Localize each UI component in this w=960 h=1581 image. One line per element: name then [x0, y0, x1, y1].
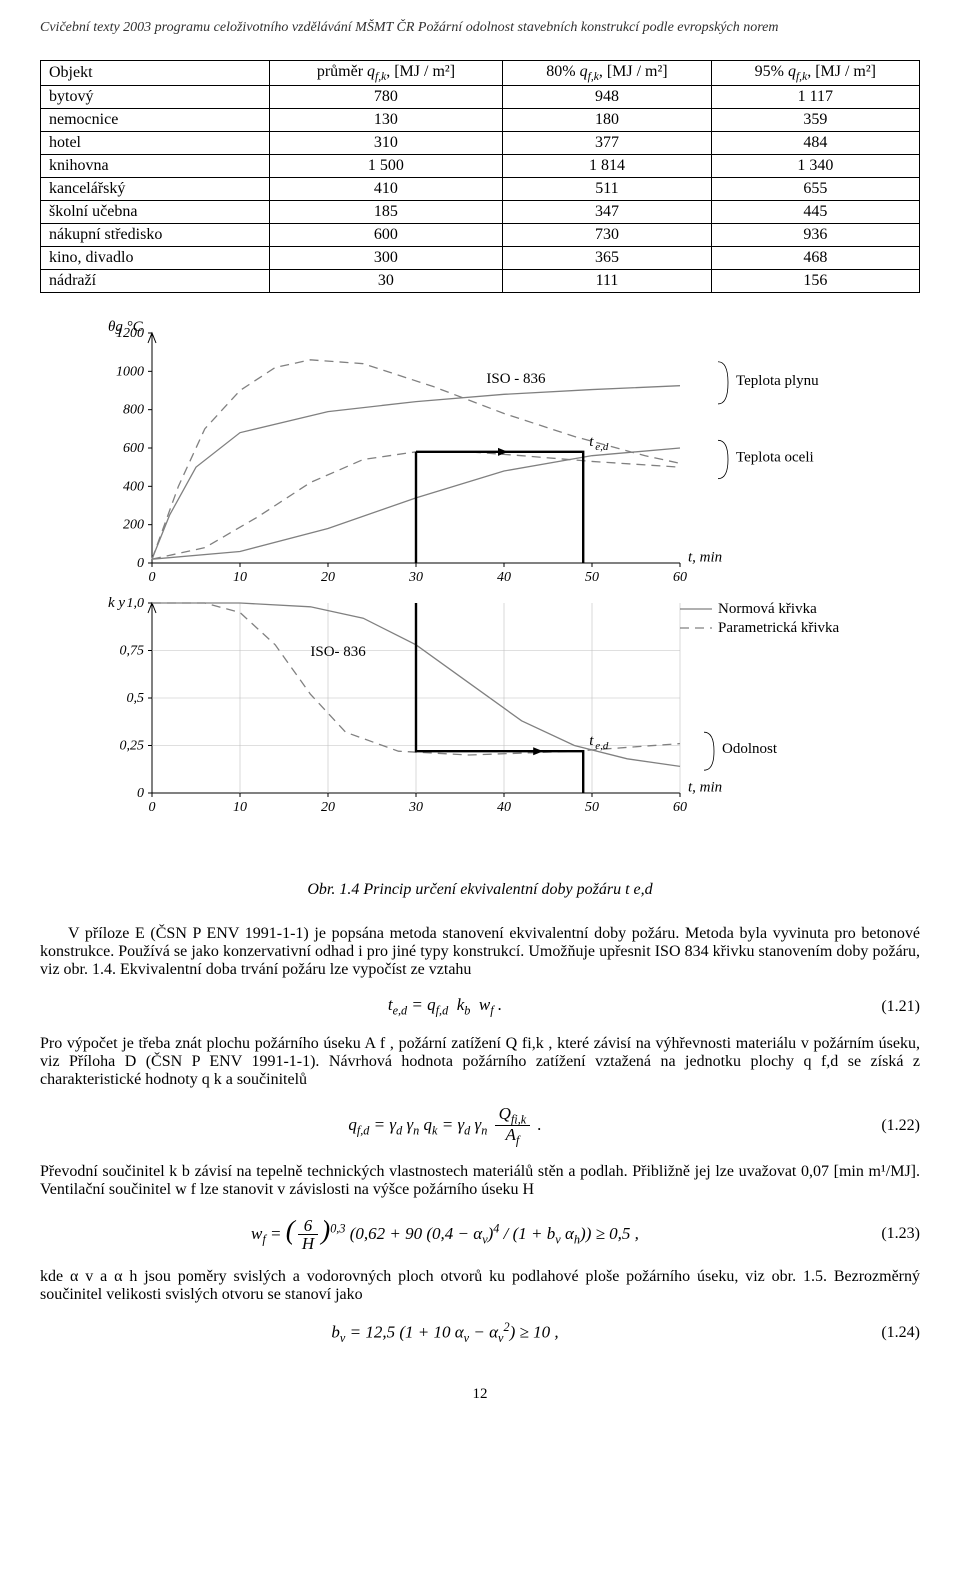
svg-text:50: 50: [585, 800, 599, 815]
svg-text:60: 60: [673, 570, 687, 585]
svg-text:0: 0: [149, 570, 156, 585]
col-mean: průměr qf,k, [MJ / m²]: [269, 61, 503, 86]
svg-text:30: 30: [408, 800, 423, 815]
table-row: hotel310377484: [41, 132, 920, 155]
svg-text:40: 40: [497, 570, 511, 585]
svg-text:10: 10: [233, 800, 247, 815]
table-row: bytový7809481 117: [41, 86, 920, 109]
svg-text:20: 20: [321, 570, 335, 585]
svg-text:e,d: e,d: [595, 441, 609, 453]
svg-text:0,25: 0,25: [120, 739, 145, 754]
eq-1-21: te,d = qf,d kb wf . (1.21): [40, 995, 920, 1018]
svg-text:Teplota oceli: Teplota oceli: [736, 450, 814, 466]
para-2: Pro výpočet je třeba znát plochu požární…: [40, 1035, 920, 1089]
svg-text:400: 400: [123, 480, 144, 495]
table-row: kancelářský410511655: [41, 178, 920, 201]
table-row: knihovna1 5001 8141 340: [41, 155, 920, 178]
figure-caption: Obr. 1.4 Princip určení ekvivalentní dob…: [40, 881, 920, 899]
svg-text:0: 0: [137, 556, 144, 571]
para-4: kde α v a α h jsou poměry svislých a vod…: [40, 1268, 920, 1304]
eq-1-22: qf,d = γd γn qk = γd γn Qfi,kAf . (1.22): [40, 1105, 920, 1147]
svg-text:60: 60: [673, 800, 687, 815]
eq-1-24: bv = 12,5 (1 + 10 αv − αv2) ≥ 10 , (1.24…: [40, 1320, 920, 1346]
col-objekt: Objekt: [41, 61, 270, 86]
svg-text:e,d: e,d: [595, 740, 609, 752]
svg-text:800: 800: [123, 403, 144, 418]
table-row: nákupní středisko600730936: [41, 224, 920, 247]
svg-text:k y: k y: [108, 595, 125, 611]
table-row: kino, divadlo300365468: [41, 247, 920, 270]
svg-text:t, min: t, min: [688, 549, 722, 565]
svg-text:Teplota plynu: Teplota plynu: [736, 373, 819, 389]
col-95: 95% qf,k, [MJ / m²]: [711, 61, 919, 86]
svg-text:ISO - 836: ISO - 836: [486, 371, 546, 387]
svg-text:600: 600: [123, 441, 144, 456]
svg-text:200: 200: [123, 518, 144, 533]
svg-text:20: 20: [321, 800, 335, 815]
svg-text:Normová křivka: Normová křivka: [718, 601, 817, 617]
col-80: 80% qf,k, [MJ / m²]: [503, 61, 711, 86]
svg-text:40: 40: [497, 800, 511, 815]
svg-text:Parametrická křivka: Parametrická křivka: [718, 620, 840, 636]
svg-text:50: 50: [585, 570, 599, 585]
figure-1-4: 0200400600800100012000102030405060θg °CI…: [40, 315, 920, 899]
svg-text:ISO- 836: ISO- 836: [310, 644, 366, 660]
running-head: Cvičební texty 2003 programu celoživotní…: [40, 20, 920, 36]
fire-load-table: Objekt průměr qf,k, [MJ / m²] 80% qf,k, …: [40, 60, 920, 293]
table-row: nádraží30111156: [41, 270, 920, 293]
svg-text:1,0: 1,0: [127, 596, 145, 611]
svg-text:0: 0: [137, 786, 144, 801]
svg-text:θg °C: θg °C: [108, 319, 144, 335]
figure-svg: 0200400600800100012000102030405060θg °CI…: [80, 315, 880, 875]
svg-text:10: 10: [233, 570, 247, 585]
svg-text:0,75: 0,75: [120, 644, 145, 659]
svg-text:t, min: t, min: [688, 779, 722, 795]
table-row: školní učebna185347445: [41, 201, 920, 224]
svg-text:0,5: 0,5: [127, 691, 145, 706]
svg-text:t: t: [589, 434, 594, 450]
eq-1-23: wf = (6H)0,3 (0,62 + 90 (0,4 − αv)4 / (1…: [40, 1215, 920, 1253]
svg-text:0: 0: [149, 800, 156, 815]
page-number: 12: [40, 1386, 920, 1403]
svg-text:1000: 1000: [116, 365, 144, 380]
svg-text:Odolnost: Odolnost: [722, 741, 778, 757]
svg-text:t: t: [589, 733, 594, 749]
para-1: V příloze E (ČSN P ENV 1991-1-1) je pops…: [40, 925, 920, 979]
svg-text:30: 30: [408, 570, 423, 585]
para-3: Převodní součinitel k b závisí na tepeln…: [40, 1163, 920, 1199]
table-row: nemocnice130180359: [41, 109, 920, 132]
